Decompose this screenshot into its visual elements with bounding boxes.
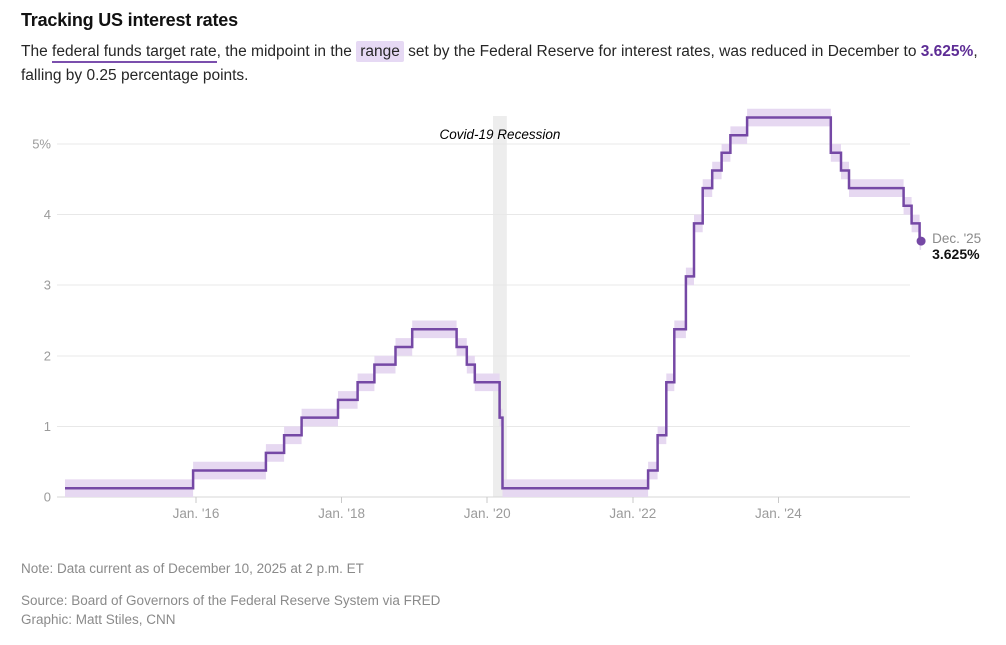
footer-source: Source: Board of Governors of the Federa… [21, 593, 441, 608]
page-title: Tracking US interest rates [21, 10, 238, 30]
y-axis-label-1: 1 [44, 419, 51, 434]
x-axis-label-2024: Jan. '24 [755, 506, 802, 521]
subtitle-mid2: set by the Federal Reserve for interest … [403, 43, 921, 60]
covid-recession-annotation: Covid-19 Recession [440, 127, 561, 142]
end-point-date-label: Dec. '25 [932, 231, 981, 246]
x-axis-label-2018: Jan. '18 [318, 506, 365, 521]
subtitle-tail: , falling by 0.25 percentage points. [21, 43, 978, 84]
chart-subtitle: The federal funds target rate, the midpo… [21, 40, 999, 88]
y-axis-label-3: 3 [44, 278, 51, 293]
x-axis-label-2022: Jan. '22 [609, 506, 656, 521]
subtitle-mid1: , the midpoint in the [216, 43, 357, 60]
subtitle-lead: The [21, 43, 53, 60]
subtitle-underlined-term: federal funds target rate [52, 43, 217, 63]
y-axis-label-0: 0 [44, 490, 51, 505]
end-point-dot [916, 236, 926, 246]
end-point-value-label: 3.625% [932, 246, 980, 262]
chart-header: Tracking US interest rates The federal f… [21, 10, 999, 88]
footer-note: Note: Data current as of December 10, 20… [21, 561, 364, 576]
y-axis-label-2: 2 [44, 348, 51, 363]
subtitle-rate-value: 3.625% [920, 43, 974, 60]
y-axis-label-4: 4 [44, 207, 51, 222]
target-range-band [65, 108, 922, 497]
recession-band [493, 116, 507, 497]
x-axis-label-2016: Jan. '16 [173, 506, 220, 521]
footer-credit: Graphic: Matt Stiles, CNN [21, 612, 176, 627]
y-axis-label-5: 5% [32, 137, 51, 152]
subtitle-highlighted-term: range [356, 41, 404, 62]
rate-midpoint-line [65, 116, 922, 490]
x-axis-label-2020: Jan. '20 [464, 506, 511, 521]
